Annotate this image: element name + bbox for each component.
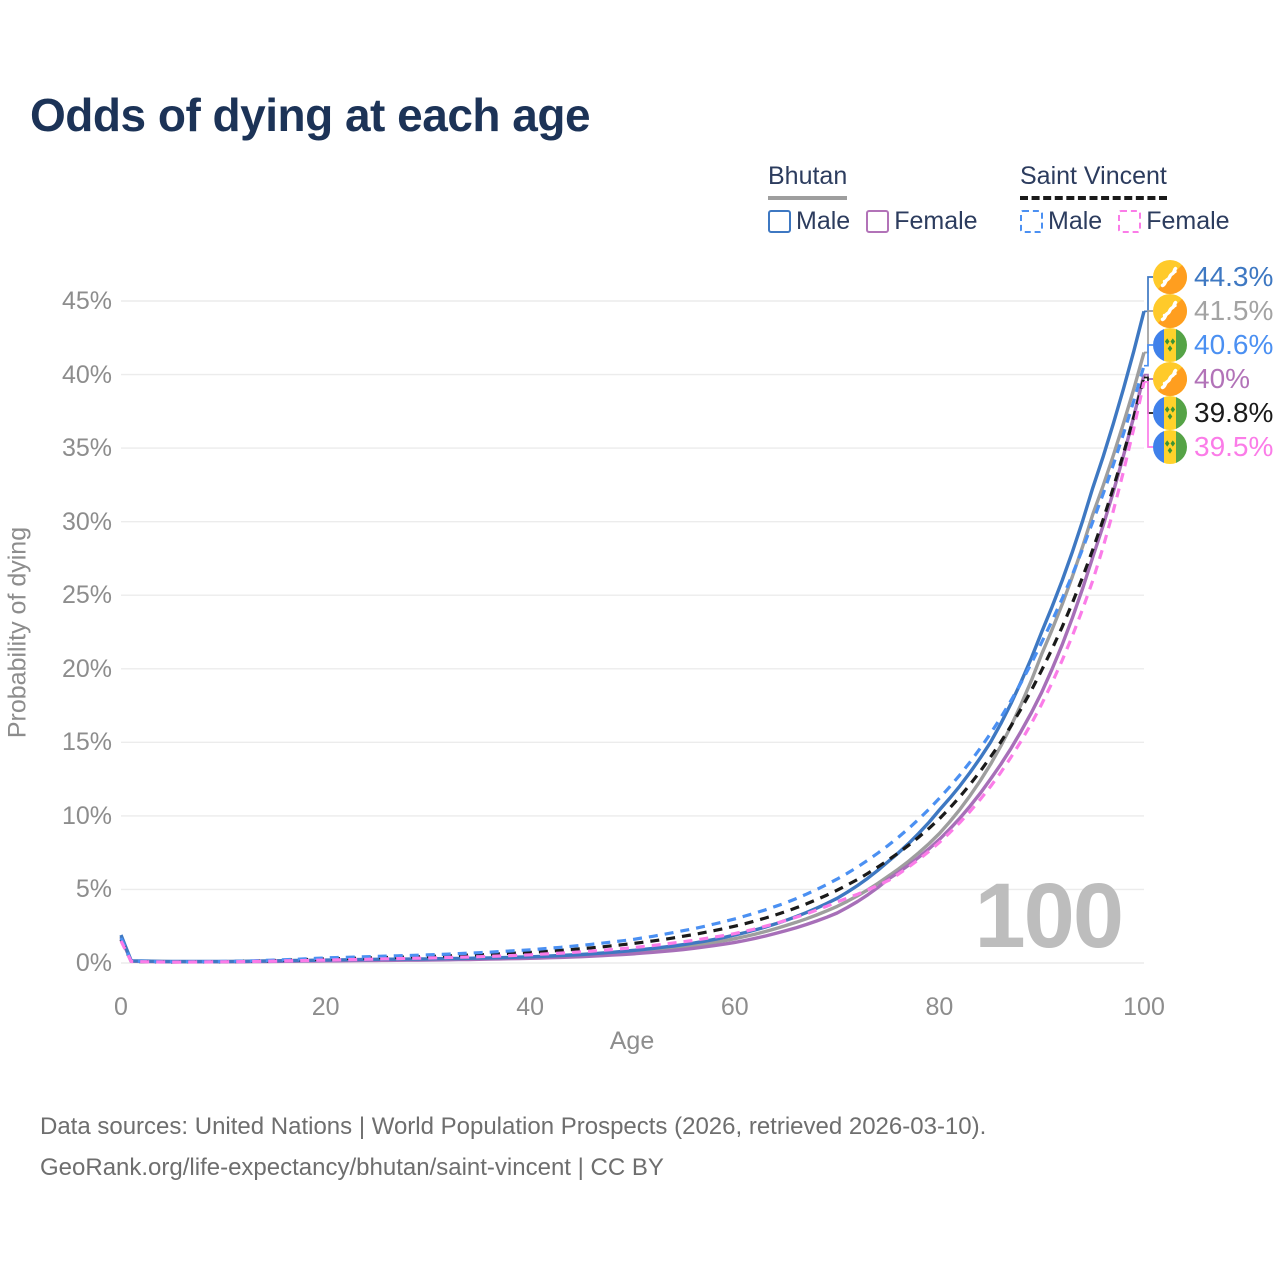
end-label-connector (1144, 276, 1153, 313)
x-tick-label: 80 (925, 993, 954, 1021)
footer-data-sources: Data sources: United Nations | World Pop… (40, 1113, 987, 1140)
y-tick-label: 10% (61, 801, 112, 830)
x-tick-label: 40 (516, 993, 545, 1021)
legend-header-saint-vincent: Saint Vincent (1020, 162, 1167, 200)
end-label-row: 40.6% (1153, 326, 1273, 364)
saint-vincent-flag-icon (1153, 430, 1187, 464)
legend-item-bhutan-male[interactable]: Male (768, 207, 850, 236)
checkbox-bhutan-male[interactable] (768, 210, 791, 233)
saint-vincent-flag-icon (1153, 396, 1187, 430)
y-tick-label: 45% (61, 287, 112, 315)
end-label-value: 40% (1194, 363, 1251, 394)
end-label-value: 39.5% (1194, 431, 1274, 462)
series-line-saint-vincent-female (119, 381, 1146, 964)
bhutan-flag-icon (1153, 260, 1187, 294)
checkbox-saint-vincent-male[interactable] (1020, 210, 1043, 233)
end-label-connector (1144, 344, 1153, 367)
end-label-value: 41.5% (1194, 295, 1274, 326)
end-label-row: 39.5% (1153, 428, 1273, 466)
saint-vincent-flag-icon (1153, 328, 1187, 362)
end-label-row: 39.8% (1153, 394, 1273, 432)
end-label-value: 39.8% (1194, 397, 1274, 428)
end-label-value: 44.3% (1194, 261, 1274, 292)
bhutan-flag-icon (1153, 294, 1187, 328)
x-axis-title: Age (609, 1027, 655, 1055)
footer-link[interactable]: GeoRank.org/life-expectancy/bhutan/saint… (40, 1154, 664, 1181)
y-tick-label: 20% (61, 654, 112, 683)
end-label-value: 40.6% (1194, 329, 1274, 360)
legend-item-saint-vincent-male[interactable]: Male (1020, 207, 1102, 236)
y-tick-label: 30% (61, 507, 112, 536)
legend-header-bhutan: Bhutan (768, 162, 848, 200)
end-label-row: 40% (1153, 360, 1250, 398)
y-tick-label: 25% (61, 581, 112, 610)
y-tick-label: 0% (75, 949, 112, 977)
x-tick-label: 0 (114, 993, 128, 1021)
legend-item-label: Female (894, 207, 978, 235)
legend-item-label: Female (1146, 207, 1230, 235)
y-tick-label: 40% (61, 360, 112, 389)
footer-attribution: Data sources: United Nations | World Pop… (40, 1106, 986, 1188)
y-axis-title: Probability of dying (3, 526, 32, 739)
y-tick-label: 35% (61, 434, 112, 463)
end-label-connector (1144, 381, 1153, 448)
y-tick-label: 5% (75, 875, 112, 904)
end-label-connector (1144, 310, 1153, 354)
y-tick-label: 15% (61, 728, 112, 757)
legend-item-label: Male (796, 207, 851, 235)
checkbox-bhutan-female[interactable] (866, 210, 890, 233)
legend-item-bhutan-female[interactable]: Female (866, 207, 978, 236)
page-title: Odds of dying at each age (30, 89, 591, 141)
legend-group-saint-vincent: Saint Vincent Male Female (1020, 162, 1230, 236)
end-label-row: 41.5% (1153, 292, 1273, 330)
legend-item-saint-vincent-female[interactable]: Female (1118, 207, 1230, 236)
end-label-row: 44.3% (1153, 258, 1273, 296)
x-tick-label: 100 (1123, 993, 1165, 1021)
legend-item-label: Male (1048, 207, 1103, 235)
x-tick-label: 60 (720, 993, 749, 1021)
line-chart-canvas (119, 276, 1153, 964)
bhutan-flag-icon (1153, 362, 1187, 396)
x-tick-label: 20 (311, 993, 340, 1021)
checkbox-saint-vincent-female[interactable] (1118, 210, 1142, 233)
legend-group-bhutan: Bhutan Male Female (768, 162, 978, 236)
age-cursor-watermark: 100 (974, 865, 1124, 967)
